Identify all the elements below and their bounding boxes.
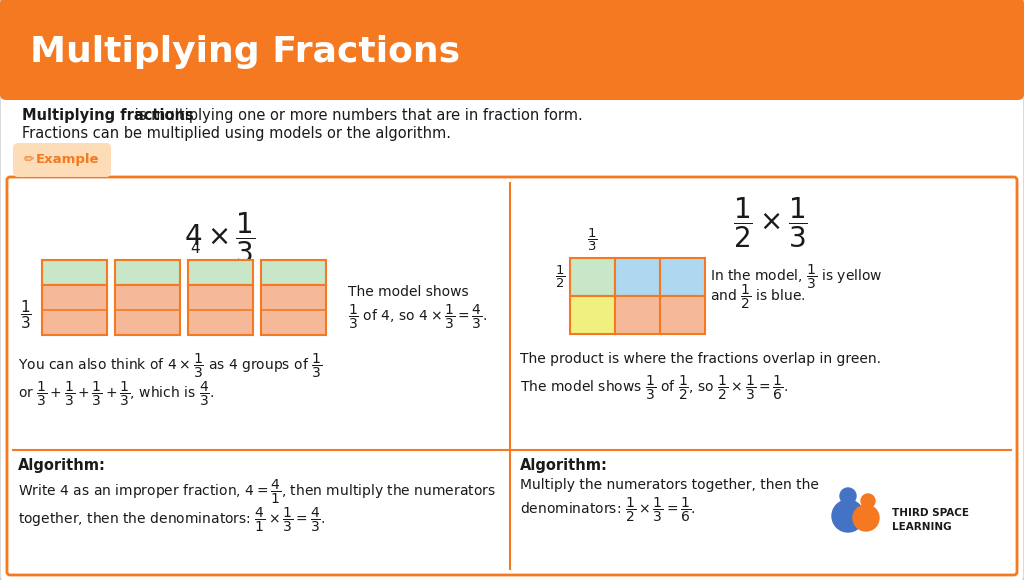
- FancyBboxPatch shape: [7, 177, 1017, 575]
- Text: or $\dfrac{1}{3} + \dfrac{1}{3} + \dfrac{1}{3} + \dfrac{1}{3}$, which is $\dfrac: or $\dfrac{1}{3} + \dfrac{1}{3} + \dfrac…: [18, 380, 215, 408]
- Text: $4 \times \dfrac{1}{3}$: $4 \times \dfrac{1}{3}$: [184, 210, 256, 264]
- Bar: [660, 258, 705, 296]
- Bar: [660, 296, 705, 334]
- FancyBboxPatch shape: [0, 0, 1024, 100]
- Bar: [615, 296, 660, 334]
- Text: You can also think of $4 \times \dfrac{1}{3}$ as 4 groups of $\dfrac{1}{3}$: You can also think of $4 \times \dfrac{1…: [18, 352, 323, 380]
- Bar: [188, 260, 253, 285]
- FancyBboxPatch shape: [13, 143, 111, 177]
- Text: 4: 4: [190, 241, 200, 256]
- Bar: [570, 258, 615, 296]
- Text: Fractions can be multiplied using models or the algorithm.: Fractions can be multiplied using models…: [22, 126, 451, 141]
- Bar: [570, 296, 615, 334]
- Text: $\dfrac{1}{3}$: $\dfrac{1}{3}$: [588, 227, 598, 253]
- Circle shape: [831, 500, 864, 532]
- Text: Write 4 as an improper fraction, $4 = \dfrac{4}{1}$, then multiply the numerator: Write 4 as an improper fraction, $4 = \d…: [18, 478, 496, 506]
- Text: In the model, $\dfrac{1}{3}$ is yellow: In the model, $\dfrac{1}{3}$ is yellow: [710, 263, 883, 291]
- Bar: [115, 260, 180, 285]
- Bar: [115, 285, 180, 335]
- Text: Example: Example: [36, 154, 99, 166]
- Text: Multiplying Fractions: Multiplying Fractions: [30, 35, 460, 69]
- Text: Algorithm:: Algorithm:: [18, 458, 105, 473]
- Text: $\dfrac{1}{3}$ of 4, so $4 \times \dfrac{1}{3} = \dfrac{4}{3}$.: $\dfrac{1}{3}$ of 4, so $4 \times \dfrac…: [348, 303, 487, 331]
- Text: ✏: ✏: [24, 154, 35, 166]
- Text: The model shows $\dfrac{1}{3}$ of $\dfrac{1}{2}$, so $\dfrac{1}{2} \times \dfrac: The model shows $\dfrac{1}{3}$ of $\dfra…: [520, 374, 788, 403]
- Circle shape: [840, 488, 856, 504]
- Text: together, then the denominators: $\dfrac{4}{1} \times \dfrac{1}{3} = \dfrac{4}{3: together, then the denominators: $\dfrac…: [18, 506, 326, 534]
- Text: Multiply the numerators together, then the: Multiply the numerators together, then t…: [520, 478, 819, 492]
- Bar: [261, 260, 326, 285]
- Text: The product is where the fractions overlap in green.: The product is where the fractions overl…: [520, 352, 881, 366]
- Text: Algorithm:: Algorithm:: [520, 458, 608, 473]
- Text: is multiplying one or more numbers that are in fraction form.: is multiplying one or more numbers that …: [130, 108, 583, 123]
- Text: THIRD SPACE
LEARNING: THIRD SPACE LEARNING: [892, 508, 969, 532]
- Bar: [42, 285, 106, 335]
- Bar: [261, 285, 326, 335]
- Text: Multiplying fractions: Multiplying fractions: [22, 108, 194, 123]
- Text: denominators: $\dfrac{1}{2} \times \dfrac{1}{3} = \dfrac{1}{6}$.: denominators: $\dfrac{1}{2} \times \dfra…: [520, 496, 696, 524]
- Text: $\dfrac{1}{3}$: $\dfrac{1}{3}$: [20, 299, 32, 331]
- Text: The model shows: The model shows: [348, 285, 469, 299]
- Text: $\dfrac{1}{2}$: $\dfrac{1}{2}$: [555, 264, 565, 290]
- Circle shape: [861, 494, 874, 508]
- Bar: [615, 258, 660, 296]
- Bar: [42, 260, 106, 285]
- Bar: [188, 285, 253, 335]
- Text: $\dfrac{1}{2} \times \dfrac{1}{3}$: $\dfrac{1}{2} \times \dfrac{1}{3}$: [732, 195, 807, 249]
- Text: and $\dfrac{1}{2}$ is blue.: and $\dfrac{1}{2}$ is blue.: [710, 283, 806, 311]
- Circle shape: [853, 505, 879, 531]
